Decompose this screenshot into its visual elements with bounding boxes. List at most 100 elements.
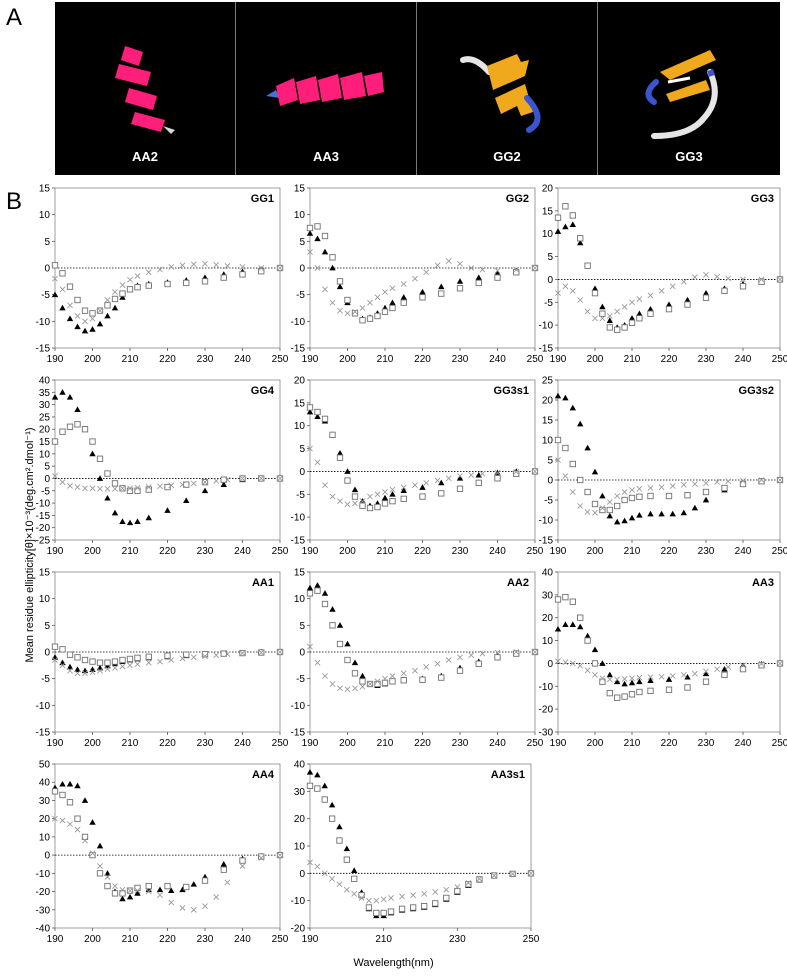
data-point-cross [329,875,336,882]
data-point-square [134,284,141,291]
data-point-cross [134,273,141,279]
data-point-triangle [321,248,329,255]
data-point-square [702,678,710,685]
data-point-triangle [614,678,621,685]
data-point-square [51,788,59,795]
data-point-cross [145,888,152,895]
data-point-triangle [591,468,599,475]
y-tick-label: -15 [291,536,306,547]
chart-title: GG4 [251,385,275,397]
data-point-triangle [438,283,445,290]
data-point-cross [258,475,265,482]
data-point-cross [367,493,373,500]
data-point-cross [337,498,343,505]
data-point-cross [714,273,721,280]
x-tick-label: 230 [197,934,214,945]
series-cross [555,658,783,683]
y-tick-label: 25 [542,376,554,387]
data-point-triangle [74,323,81,330]
y-tick-label: 15 [294,398,306,409]
data-point-square [164,882,171,890]
data-point-square [329,254,336,261]
data-point-triangle [183,497,190,504]
x-tick-label: 240 [234,738,251,749]
data-point-cross [457,473,463,479]
data-point-square [758,478,765,485]
data-point-cross [82,670,88,677]
data-point-cross [606,499,613,505]
data-point-cross [134,484,141,491]
data-point-square [66,651,74,658]
data-point-cross [577,503,584,509]
y-tick-label: -10 [539,516,554,527]
data-point-triangle [96,320,104,327]
x-tick-label: 210 [377,546,394,557]
data-point-triangle [577,623,584,630]
data-point-cross [344,686,351,693]
cd-chart: -15 -10 -5 0 5 10 15 190 200 210 220 230 240 250 GG1 [36,184,289,366]
data-point-cross [359,498,366,505]
data-point-square [599,678,606,685]
data-point-square [621,324,628,331]
data-point-cross [445,657,452,663]
data-point-cross [614,493,621,499]
x-tick-label: 220 [159,738,176,749]
data-point-triangle [119,895,126,902]
data-point-cross [127,276,133,283]
x-tick-label: 240 [489,354,506,365]
data-point-triangle [314,413,321,419]
data-point-triangle [306,584,314,591]
data-point-cross [382,675,388,682]
data-point-square [89,310,96,317]
y-tick-label: 35 [39,388,51,399]
data-point-triangle [134,518,141,524]
data-point-cross [307,859,313,866]
series-square [51,643,284,666]
data-point-cross [629,675,635,682]
series-cross [52,473,283,492]
y-tick-label: 15 [39,184,51,195]
data-point-triangle [456,278,464,284]
data-point-triangle [359,672,366,679]
data-point-square [134,487,141,494]
data-point-square [584,262,591,269]
data-point-cross [562,473,569,479]
data-point-cross [134,887,141,894]
data-point-cross [59,479,66,486]
data-point-square [702,294,710,301]
data-point-triangle [599,303,606,310]
x-tick-label: 210 [377,738,394,749]
data-point-triangle [59,304,66,311]
data-point-triangle [456,475,464,481]
data-point-cross [400,281,407,287]
chart-title: GG3s2 [739,385,774,397]
data-point-triangle [119,518,126,524]
data-point-cross [179,905,186,911]
y-tick-label: 40 [39,778,51,789]
data-point-square [145,282,152,289]
data-point-triangle [351,867,358,873]
data-point-square [647,310,654,317]
x-tick-label: 190 [302,546,319,557]
data-point-cross [592,671,598,678]
data-point-cross [599,505,606,511]
y-tick-label: 15 [294,568,306,579]
data-point-cross [423,479,430,486]
data-point-cross [307,445,313,452]
data-point-square [314,223,321,230]
chart-title: AA3s1 [491,769,525,781]
data-point-triangle [51,291,59,298]
y-tick-label: -15 [291,728,306,739]
data-point-cross [352,308,358,315]
data-point-triangle [628,679,636,686]
data-point-square [628,319,636,327]
data-point-square [89,438,96,445]
data-point-triangle [621,680,628,687]
y-tick-label: 5 [44,237,50,248]
data-point-square [134,884,141,892]
x-tick-label: 250 [527,738,544,749]
series-cross [52,815,283,913]
data-point-cross [457,654,463,661]
